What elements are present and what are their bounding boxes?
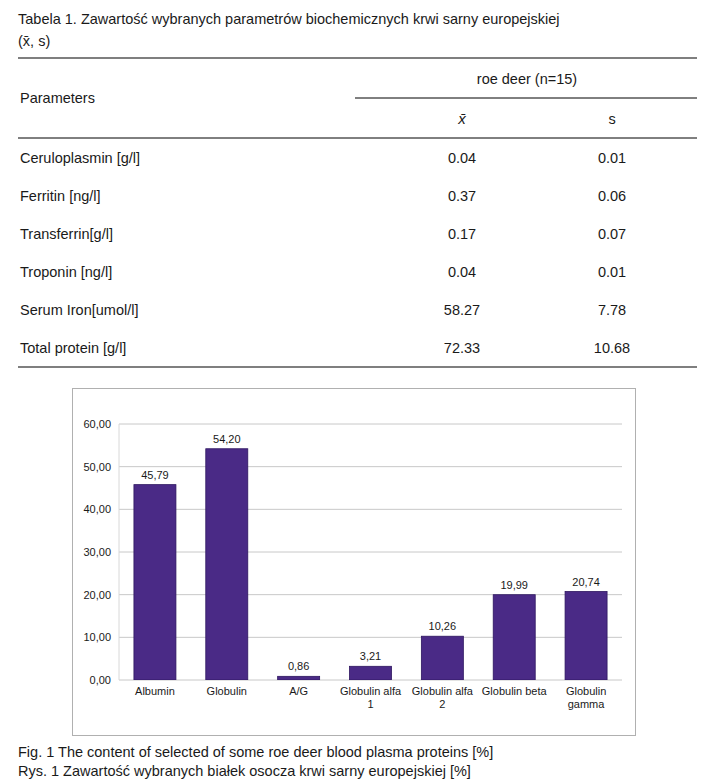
grid-line <box>119 637 622 638</box>
figure-caption: Fig. 1 The content of selected of some r… <box>18 744 493 760</box>
y-tick-label: 0,00 <box>90 674 111 686</box>
data-label: 20,74 <box>572 576 600 588</box>
table-cell: Transferrin[g/l] <box>20 226 113 242</box>
table-cell: Total protein [g/l] <box>20 340 126 356</box>
table-cell: 0.07 <box>598 226 626 242</box>
x-tick-label: Globulin alfa1 <box>340 685 402 710</box>
table-cell: Serum Iron[umol/l] <box>20 302 138 318</box>
table-cell: 10.68 <box>594 340 630 356</box>
chart: 0,00 10,00 20,00 30,00 40,00 50,00 60,00 45,79 5… <box>73 389 636 736</box>
x-tick-label: Globulin alfa2 <box>412 685 474 710</box>
bar <box>206 449 248 680</box>
table-title-stats: (x̄, s) <box>18 33 50 49</box>
y-tick-label: 40,00 <box>83 503 111 515</box>
table-header: roe deer (n=15) <box>477 71 577 87</box>
table-header: Parameters <box>20 90 95 106</box>
y-tick-label: 50,00 <box>83 461 111 473</box>
grid-line <box>119 424 622 425</box>
x-tick-label: Globulingamma <box>566 685 606 710</box>
table-cell: Troponin [ng/l] <box>20 264 112 280</box>
x-tick-label: Albumin <box>135 685 175 697</box>
grid-line <box>119 594 622 595</box>
bar <box>565 592 607 680</box>
grid-line <box>119 509 622 510</box>
bar <box>421 636 463 680</box>
x-tick-label: A/G <box>289 685 308 697</box>
x-tick-label: Globulin beta <box>482 685 548 697</box>
y-tick-label: 20,00 <box>83 589 111 601</box>
table-rule <box>355 98 697 99</box>
page: Tabela 1. Zawartość wybranych parametrów… <box>0 0 705 780</box>
table-cell: 0.37 <box>448 188 476 204</box>
table-rule <box>18 57 697 58</box>
table-cell: Ferritin [ng/l] <box>20 188 101 204</box>
bar <box>278 676 320 680</box>
table-cell: 7.78 <box>598 302 626 318</box>
table-title: Tabela 1. Zawartość wybranych parametrów… <box>18 11 560 27</box>
table-cell: 0.06 <box>598 188 626 204</box>
table-cell: 72.33 <box>444 340 480 356</box>
y-tick-label: 60,00 <box>83 418 111 430</box>
bars <box>134 449 607 680</box>
table-cell: Ceruloplasmin [g/l] <box>20 150 140 166</box>
bar <box>134 485 176 680</box>
bar <box>350 666 392 680</box>
figure-caption: Rys. 1 Zawartość wybranych białek osocza… <box>18 763 471 779</box>
table-rule <box>18 366 697 367</box>
table-cell: 0.17 <box>448 226 476 242</box>
grid-line <box>119 466 622 467</box>
table: Tabela 1. Zawartość wybranych parametrów… <box>18 11 697 367</box>
data-label: 45,79 <box>141 469 169 481</box>
data-label: 54,20 <box>213 433 241 445</box>
x-tick-label: Globulin <box>207 685 247 697</box>
table-cell: 0.01 <box>598 150 626 166</box>
chart-frame <box>73 389 636 736</box>
table-cell: 0.01 <box>598 264 626 280</box>
table-rule <box>18 138 697 139</box>
grid-line <box>119 552 622 553</box>
table-header: x̄ <box>457 110 466 127</box>
table-cell: 0.04 <box>448 264 476 280</box>
y-tick-label: 10,00 <box>83 631 111 643</box>
data-label: 0,86 <box>288 660 309 672</box>
data-label: 3,21 <box>360 650 381 662</box>
bar <box>493 595 535 680</box>
y-tick-label: 30,00 <box>83 546 111 558</box>
table-header: s <box>608 111 615 127</box>
data-label: 10,26 <box>429 620 457 632</box>
table-cell: 0.04 <box>448 150 476 166</box>
data-label: 19,99 <box>500 579 528 591</box>
table-cell: 58.27 <box>444 302 480 318</box>
y-axis <box>119 424 120 680</box>
